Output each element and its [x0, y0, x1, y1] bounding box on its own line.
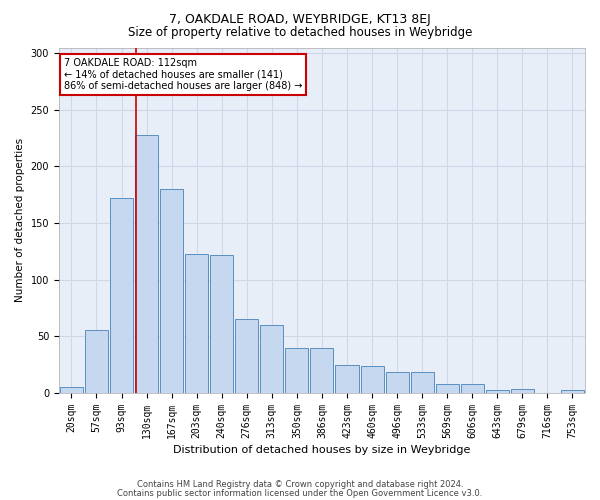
Bar	[160, 189, 183, 393]
Bar	[135, 134, 158, 393]
Text: Contains HM Land Registry data © Crown copyright and database right 2024.: Contains HM Land Registry data © Crown c…	[137, 480, 463, 489]
Text: 7, OAKDALE ROAD, WEYBRIDGE, KT13 8EJ: 7, OAKDALE ROAD, WEYBRIDGE, KT13 8EJ	[169, 12, 431, 26]
Bar	[461, 384, 484, 393]
Bar	[410, 372, 434, 393]
Bar	[110, 198, 133, 393]
Bar	[561, 390, 584, 393]
Bar	[260, 325, 283, 393]
Bar	[386, 372, 409, 393]
Y-axis label: Number of detached properties: Number of detached properties	[15, 138, 25, 302]
Bar	[235, 320, 259, 393]
Bar	[286, 348, 308, 393]
Text: 7 OAKDALE ROAD: 112sqm
← 14% of detached houses are smaller (141)
86% of semi-de: 7 OAKDALE ROAD: 112sqm ← 14% of detached…	[64, 58, 302, 91]
Bar	[60, 388, 83, 393]
Bar	[361, 366, 383, 393]
Bar	[486, 390, 509, 393]
Bar	[85, 330, 108, 393]
Bar	[511, 388, 534, 393]
Bar	[335, 365, 359, 393]
Bar	[310, 348, 334, 393]
Text: Contains public sector information licensed under the Open Government Licence v3: Contains public sector information licen…	[118, 489, 482, 498]
Bar	[436, 384, 459, 393]
Bar	[185, 254, 208, 393]
Text: Size of property relative to detached houses in Weybridge: Size of property relative to detached ho…	[128, 26, 472, 39]
X-axis label: Distribution of detached houses by size in Weybridge: Distribution of detached houses by size …	[173, 445, 470, 455]
Bar	[210, 255, 233, 393]
